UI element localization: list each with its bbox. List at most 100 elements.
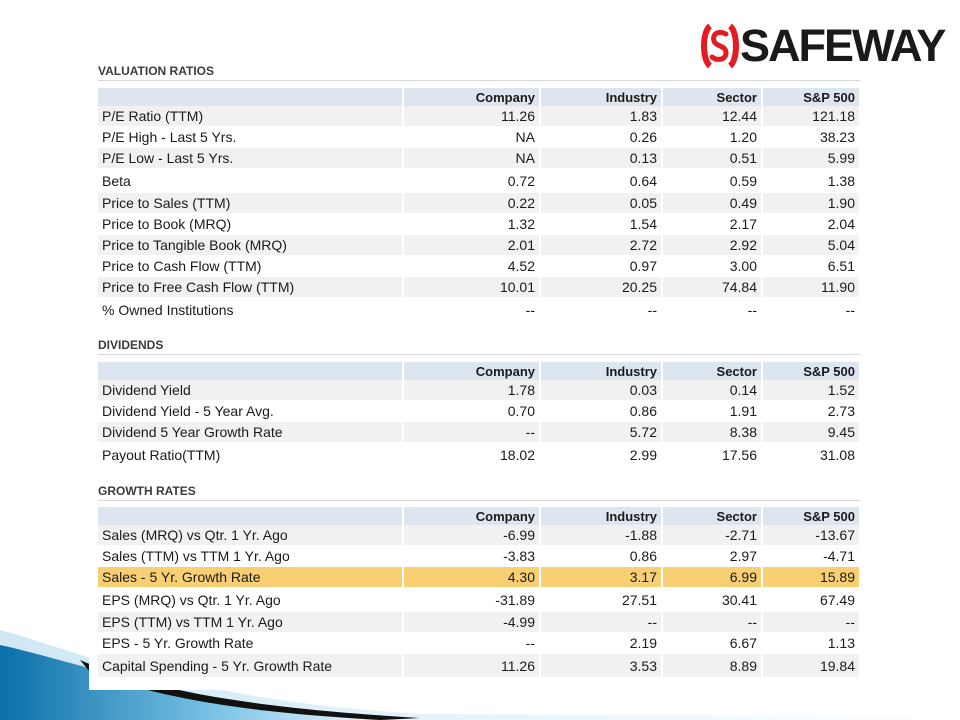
row-value: NA [403,147,541,169]
table-row: Price to Tangible Book (MRQ) 2.01 2.72 2.92… [98,234,861,256]
table-row: Dividend 5 Year Growth Rate -- 5.72 8.38 9.4… [98,421,861,443]
column-header: Industry [540,88,663,106]
row-value: -- [762,297,861,322]
row-value: 17.56 [662,442,763,467]
row-value: 3.00 [662,255,763,277]
column-header: S&P 500 [762,507,861,525]
table-row: Capital Spending - 5 Yr. Growth Rate 11.2… [98,653,861,678]
row-value: -2.71 [662,525,763,546]
row-value: 30.41 [662,587,763,612]
table-row: Beta 0.72 0.64 0.59 1.38 [98,168,861,193]
row-value: 11.90 [762,276,861,298]
row-value: -- [403,297,541,322]
row-value: 2.04 [762,213,861,235]
row-label: EPS - 5 Yr. Growth Rate [98,632,404,654]
table-row: EPS - 5 Yr. Growth Rate -- 2.19 6.67 1.13 [98,632,861,654]
row-value: 0.22 [403,192,541,214]
row-value: 1.78 [403,380,541,401]
row-value: 1.32 [403,213,541,235]
table-row: EPS (TTM) vs TTM 1 Yr. Ago -4.99 -- -- -- [98,611,861,633]
table-row: Payout Ratio(TTM) 18.02 2.99 17.56 31.08 [98,442,861,467]
row-value: 0.64 [540,168,663,193]
table-row: % Owned Institutions -- -- -- -- [98,297,861,322]
column-header: S&P 500 [762,362,861,380]
row-label: Dividend 5 Year Growth Rate [98,421,404,443]
row-value: 2.99 [540,442,663,467]
row-value: 6.67 [662,632,763,654]
row-value: -- [762,611,861,633]
column-header [98,507,404,525]
row-value: 11.26 [403,106,541,127]
row-value: 2.97 [662,545,763,567]
column-header: Company [403,507,541,525]
row-value: 10.01 [403,276,541,298]
table-row: Price to Book (MRQ) 1.32 1.54 2.17 2.04 [98,213,861,235]
row-value: 5.04 [762,234,861,256]
table-header-row: Company Industry Sector S&P 500 [98,362,861,380]
row-value: 121.18 [762,106,861,127]
row-value: 15.89 [762,566,861,588]
table-row: Dividend Yield 1.78 0.03 0.14 1.52 [98,380,861,401]
row-value: 5.99 [762,147,861,169]
row-value: 0.03 [540,380,663,401]
row-value: 12.44 [662,106,763,127]
table-row: P/E Low - Last 5 Yrs. NA 0.13 0.51 5.99 [98,147,861,169]
row-value: 2.01 [403,234,541,256]
row-value: -3.83 [403,545,541,567]
row-value: -- [403,421,541,443]
column-header: Industry [540,507,663,525]
row-value: -6.99 [403,525,541,546]
row-label: Dividend Yield [98,380,404,401]
row-label: P/E Ratio (TTM) [98,106,404,127]
row-label: Sales (TTM) vs TTM 1 Yr. Ago [98,545,404,567]
row-value: 27.51 [540,587,663,612]
row-value: 1.54 [540,213,663,235]
row-value: 6.99 [662,566,763,588]
row-value: 1.91 [662,400,763,422]
row-value: -4.99 [403,611,541,633]
row-value: 0.26 [540,126,663,148]
row-label: Price to Cash Flow (TTM) [98,255,404,277]
row-value: 4.52 [403,255,541,277]
row-value: 38.23 [762,126,861,148]
safeway-wordmark: SAFEWAY [740,20,946,71]
row-value: 1.20 [662,126,763,148]
row-label: EPS (MRQ) vs Qtr. 1 Yr. Ago [98,587,404,612]
row-value: 1.83 [540,106,663,127]
row-value: 11.26 [403,653,541,678]
column-header: Company [403,362,541,380]
table-row: P/E High - Last 5 Yrs. NA 0.26 1.20 38.23 [98,126,861,148]
row-label: EPS (TTM) vs TTM 1 Yr. Ago [98,611,404,633]
table-row: Dividend Yield - 5 Year Avg. 0.70 0.86 1.91… [98,400,861,422]
row-value: 0.49 [662,192,763,214]
row-value: 0.86 [540,545,663,567]
table-row: Sales (TTM) vs TTM 1 Yr. Ago -3.83 0.86 2.9… [98,545,861,567]
row-label: P/E High - Last 5 Yrs. [98,126,404,148]
row-value: 1.90 [762,192,861,214]
row-value: 19.84 [762,653,861,678]
column-header: Industry [540,362,663,380]
row-value: 0.70 [403,400,541,422]
column-header: Sector [662,362,763,380]
table-row: Price to Free Cash Flow (TTM) 10.01 20.25 7… [98,276,861,298]
column-header [98,88,404,106]
row-label: Price to Tangible Book (MRQ) [98,234,404,256]
row-value: 2.73 [762,400,861,422]
dividends-table: Company Industry Sector S&P 500 Dividend Yie… [98,362,861,467]
row-value: 8.89 [662,653,763,678]
row-value: 4.30 [403,566,541,588]
row-value: NA [403,126,541,148]
row-label: Capital Spending - 5 Yr. Growth Rate [98,653,404,678]
row-value: 18.02 [403,442,541,467]
row-value: 0.97 [540,255,663,277]
row-label: Sales (MRQ) vs Qtr. 1 Yr. Ago [98,525,404,546]
row-value: 0.59 [662,168,763,193]
row-value: 0.13 [540,147,663,169]
column-header [98,362,404,380]
row-value: -4.71 [762,545,861,567]
row-value: 2.72 [540,234,663,256]
row-label: % Owned Institutions [98,297,404,322]
row-value: 0.05 [540,192,663,214]
row-value: -31.89 [403,587,541,612]
row-label: Price to Free Cash Flow (TTM) [98,276,404,298]
